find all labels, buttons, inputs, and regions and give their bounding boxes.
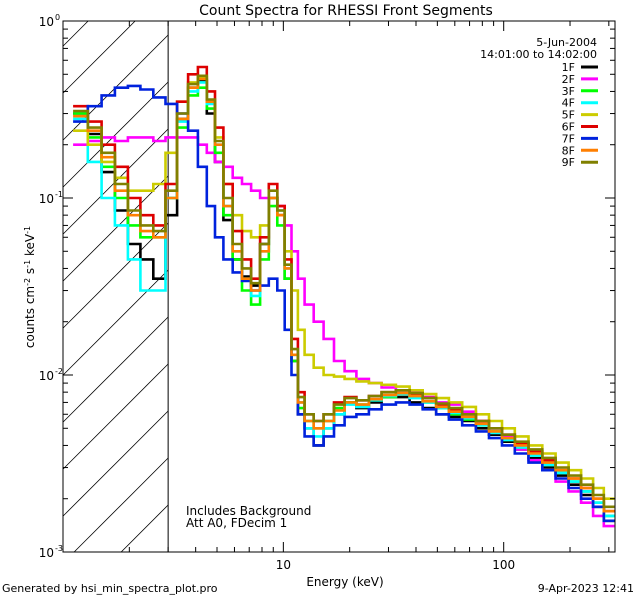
legend-label-4F: 4F xyxy=(562,97,575,110)
y-label-exp-1: -2 xyxy=(23,278,32,286)
y-tick-exp-3: -3 xyxy=(55,544,63,553)
x-tick-label-0: 10 xyxy=(276,558,291,572)
date-label: 5-Jun-2004 xyxy=(536,36,597,49)
legend-label-6F: 6F xyxy=(562,121,575,134)
y-tick-label-2: 10 xyxy=(39,369,54,383)
x-axis-ticks: 10 100 xyxy=(62,21,610,572)
y-tick-base-1: 10 xyxy=(39,192,54,206)
legend-label-7F: 7F xyxy=(562,132,575,145)
hatch-line-8 xyxy=(62,175,169,282)
x-axis-label: Energy (keV) xyxy=(306,575,383,589)
y-tick-label-0: 10 xyxy=(39,15,54,29)
annotation-attenuator: Att A0, FDecim 1 xyxy=(186,516,287,530)
generated-by-label: Generated by hsi_min_spectra_plot.pro xyxy=(2,582,218,595)
series-line-7F xyxy=(73,84,615,523)
y-tick-base-0: 10 xyxy=(39,15,54,29)
legend-label-8F: 8F xyxy=(562,144,575,157)
hatch-line-2 xyxy=(73,457,169,553)
annotation-background: Includes Background xyxy=(186,504,311,518)
timestamp-label: 9-Apr-2023 12:41 xyxy=(537,582,634,595)
hatch-line-5 xyxy=(62,316,169,423)
y-tick-exp-0: 0 xyxy=(55,13,60,22)
y-label-exp-3: -1 xyxy=(23,226,32,234)
hatch-line-4 xyxy=(62,363,169,470)
hatch-line-6 xyxy=(62,269,169,376)
hatch-line-12 xyxy=(62,20,136,94)
legend-label-3F: 3F xyxy=(562,85,575,98)
y-label-exp-2: -1 xyxy=(23,260,32,268)
hatch-line-13 xyxy=(62,20,89,47)
time-range-label: 14:01:00 to 14:02:00 xyxy=(480,48,597,61)
y-label-part-2: s xyxy=(23,268,37,278)
x-tick-label-1: 100 xyxy=(492,558,515,572)
hatch-line-7 xyxy=(62,222,169,329)
series-lines xyxy=(73,65,615,528)
y-tick-label-3: 10 xyxy=(39,546,54,560)
plot-frame xyxy=(62,20,616,553)
y-tick-exp-1: -1 xyxy=(55,190,63,199)
series-line-9F xyxy=(73,74,615,509)
attenuator-hatch-region xyxy=(62,20,169,553)
y-label-part-3: keV xyxy=(23,233,37,260)
y-tick-base-3: 10 xyxy=(39,546,54,560)
y-tick-base-2: 10 xyxy=(39,369,54,383)
hatch-line-1 xyxy=(120,504,169,553)
y-tick-exp-2: -2 xyxy=(55,367,63,376)
y-label-part-1: counts cm xyxy=(23,286,37,348)
legend-label-5F: 5F xyxy=(562,109,575,122)
legend-label-2F: 2F xyxy=(562,73,575,86)
legend-label-9F: 9F xyxy=(562,156,575,169)
y-axis-label: counts cm-2 s-1 keV-1 xyxy=(23,226,38,348)
hatch-line-10 xyxy=(62,81,169,188)
series-line-2F xyxy=(73,136,615,528)
chart-title: Count Spectra for RHESSI Front Segments xyxy=(199,3,493,19)
legend-label-1F: 1F xyxy=(562,61,575,74)
y-tick-label-1: 10 xyxy=(39,192,54,206)
hatch-line-3 xyxy=(62,410,169,517)
